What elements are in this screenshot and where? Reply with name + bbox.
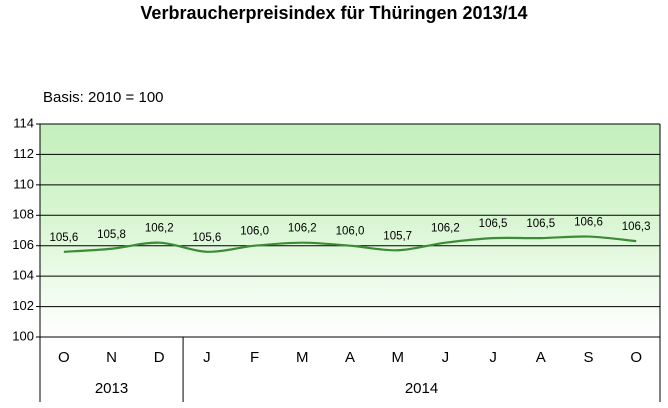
y-tick-label: 100 bbox=[12, 328, 34, 343]
plot-background bbox=[40, 124, 660, 337]
data-label: 105,8 bbox=[97, 229, 126, 241]
y-tick-label: 106 bbox=[12, 237, 34, 252]
x-tick-label: S bbox=[583, 349, 593, 366]
x-tick-label: D bbox=[154, 349, 165, 366]
x-tick-label: A bbox=[536, 349, 546, 366]
data-label: 105,6 bbox=[49, 232, 78, 244]
data-label: 106,5 bbox=[526, 218, 555, 230]
data-label: 106,3 bbox=[622, 221, 651, 233]
data-label: 106,6 bbox=[574, 217, 603, 229]
y-tick-label: 112 bbox=[13, 146, 34, 161]
x-tick-label: N bbox=[106, 349, 117, 366]
x-tick-label: M bbox=[391, 349, 404, 366]
data-label: 105,6 bbox=[193, 232, 222, 244]
y-tick-label: 110 bbox=[13, 176, 34, 191]
group-label: 2013 bbox=[95, 380, 128, 397]
y-tick-label: 114 bbox=[13, 115, 34, 130]
y-tick-label: 108 bbox=[12, 207, 34, 222]
data-label: 105,7 bbox=[383, 230, 412, 242]
chart-title: Verbraucherpreisindex für Thüringen 2013… bbox=[140, 3, 527, 23]
x-tick-label: J bbox=[489, 349, 497, 366]
chart-subtitle: Basis: 2010 = 100 bbox=[43, 89, 164, 106]
x-tick-label: J bbox=[203, 349, 211, 366]
x-tick-label: O bbox=[58, 349, 70, 366]
x-tick-label: O bbox=[630, 349, 642, 366]
y-tick-label: 104 bbox=[12, 268, 34, 283]
x-tick-label: J bbox=[442, 349, 450, 366]
data-label: 106,2 bbox=[145, 223, 174, 235]
data-label: 106,5 bbox=[479, 218, 508, 230]
x-tick-label: M bbox=[296, 349, 309, 366]
x-tick-label: A bbox=[345, 349, 355, 366]
group-label: 2014 bbox=[405, 380, 438, 397]
x-tick-label: F bbox=[250, 349, 259, 366]
y-tick-label: 102 bbox=[12, 298, 34, 313]
data-label: 106,0 bbox=[240, 226, 269, 238]
data-label: 106,2 bbox=[288, 223, 317, 235]
data-line bbox=[63, 235, 637, 253]
data-label: 106,2 bbox=[431, 223, 460, 235]
data-label: 106,0 bbox=[336, 226, 365, 238]
